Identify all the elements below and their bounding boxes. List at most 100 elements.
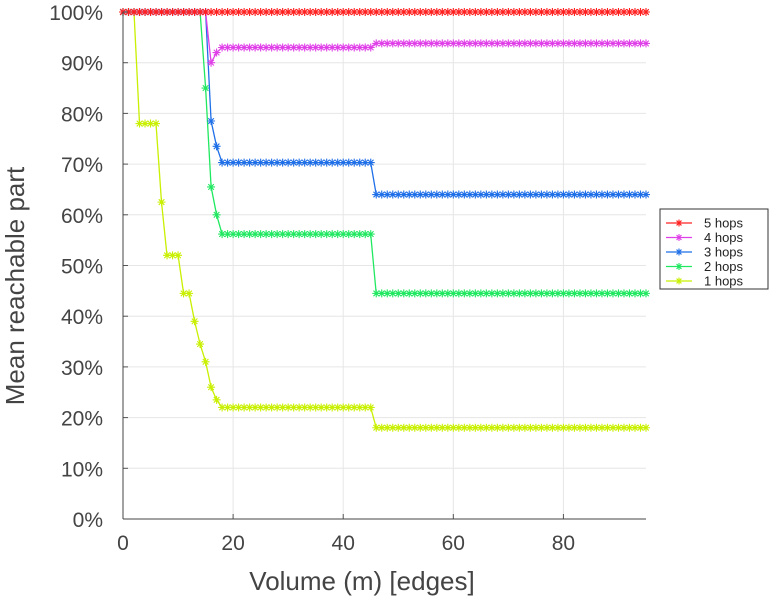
- data-point: [476, 289, 485, 298]
- y-tick-label: 10%: [61, 458, 103, 481]
- data-point: [559, 39, 568, 48]
- data-point: [548, 39, 557, 48]
- grid: [122, 11, 646, 520]
- data-point: [317, 8, 326, 16]
- data-point: [256, 230, 265, 239]
- data-point: [394, 39, 403, 48]
- data-point: [306, 403, 315, 412]
- data-point: [251, 403, 260, 412]
- data-point: [449, 423, 458, 432]
- data-point: [460, 190, 469, 199]
- data-point: [526, 423, 535, 432]
- data-point: [592, 423, 601, 432]
- data-point: [460, 423, 469, 432]
- data-point: [542, 289, 551, 298]
- legend-item: 3 hops: [666, 245, 744, 260]
- data-point: [460, 39, 469, 48]
- data-point: [284, 8, 293, 16]
- data-point: [427, 39, 436, 48]
- data-point: [388, 39, 397, 48]
- data-point: [234, 158, 243, 167]
- data-point: [482, 190, 491, 199]
- data-point: [399, 423, 408, 432]
- series-3-hops: [119, 8, 650, 199]
- data-point: [383, 8, 392, 16]
- legend-label: 5 hops: [704, 216, 744, 231]
- data-point: [229, 43, 238, 52]
- data-point: [289, 230, 298, 239]
- data-point: [636, 39, 645, 48]
- data-point: [328, 43, 337, 52]
- data-point: [372, 289, 381, 298]
- data-point: [619, 423, 628, 432]
- data-point: [262, 158, 271, 167]
- data-point: [542, 8, 551, 16]
- data-point: [218, 43, 227, 52]
- data-point: [575, 423, 584, 432]
- data-point: [482, 8, 491, 16]
- data-point: [438, 423, 447, 432]
- legend-marker: [675, 234, 683, 241]
- data-point: [421, 423, 430, 432]
- data-point: [262, 403, 271, 412]
- data-point: [564, 423, 573, 432]
- data-point: [240, 43, 249, 52]
- data-point: [223, 230, 232, 239]
- data-point: [267, 8, 276, 16]
- data-point: [454, 39, 463, 48]
- data-point: [251, 43, 260, 52]
- data-point: [201, 8, 210, 16]
- data-point: [526, 190, 535, 199]
- data-point: [586, 8, 595, 16]
- data-point: [201, 357, 210, 366]
- data-point: [526, 8, 535, 16]
- data-point: [306, 158, 315, 167]
- data-point: [504, 423, 513, 432]
- data-point: [493, 423, 502, 432]
- data-point: [405, 39, 414, 48]
- data-point: [174, 251, 183, 260]
- data-point: [295, 403, 304, 412]
- data-point: [366, 8, 375, 16]
- data-point: [603, 8, 612, 16]
- series-line: [123, 11, 646, 295]
- data-point: [515, 190, 524, 199]
- data-point: [394, 289, 403, 298]
- x-tick-label: 0: [117, 532, 129, 555]
- data-point: [498, 423, 507, 432]
- data-point: [509, 423, 518, 432]
- data-point: [273, 43, 282, 52]
- data-point: [278, 8, 287, 16]
- x-tick-label: 80: [552, 532, 575, 555]
- data-point: [416, 289, 425, 298]
- data-point: [449, 289, 458, 298]
- y-axis-label: Mean reachable part: [0, 166, 30, 405]
- data-point: [388, 190, 397, 199]
- data-point: [168, 251, 177, 260]
- data-point: [190, 8, 199, 16]
- data-point: [443, 39, 452, 48]
- data-point: [630, 289, 639, 298]
- data-point: [548, 8, 557, 16]
- data-point: [295, 8, 304, 16]
- data-point: [416, 8, 425, 16]
- data-point: [531, 423, 540, 432]
- data-point: [493, 39, 502, 48]
- x-tick-label: 20: [221, 532, 244, 555]
- data-point: [212, 210, 221, 219]
- data-point: [394, 423, 403, 432]
- y-tick-label: 30%: [61, 357, 103, 380]
- data-point: [432, 39, 441, 48]
- data-point: [597, 190, 606, 199]
- data-point: [498, 289, 507, 298]
- data-point: [581, 8, 590, 16]
- data-point: [355, 8, 364, 16]
- data-point: [603, 190, 612, 199]
- data-point: [553, 289, 562, 298]
- data-point: [636, 423, 645, 432]
- data-point: [333, 158, 342, 167]
- data-point: [339, 230, 348, 239]
- data-point: [152, 8, 161, 16]
- series-2-hops: [119, 8, 650, 298]
- data-point: [399, 39, 408, 48]
